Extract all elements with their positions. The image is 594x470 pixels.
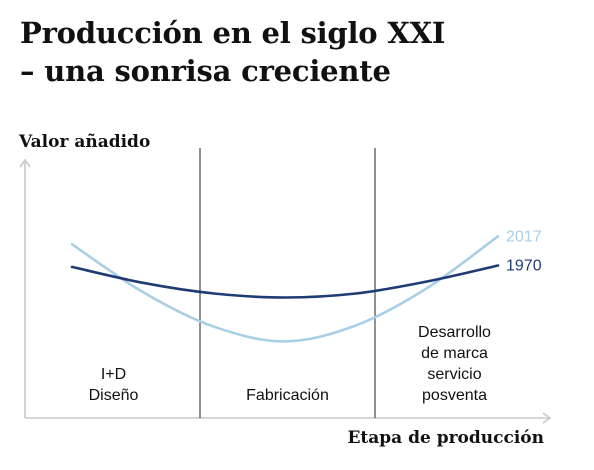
stage-label-3: posventa bbox=[422, 387, 487, 404]
y-axis-label: Valor añadido bbox=[18, 132, 150, 152]
series-label-2017: 2017 bbox=[506, 228, 542, 245]
stage-label-3: de marca bbox=[421, 345, 488, 362]
x-axis-arrow bbox=[542, 412, 552, 424]
series-line-2017 bbox=[70, 235, 500, 343]
chart-title: Producción en el siglo XXI – una sonrisa… bbox=[20, 14, 445, 90]
stage-label-3: Desarrollo bbox=[418, 324, 491, 341]
series-line-1970 bbox=[70, 264, 500, 299]
series-label-1970: 1970 bbox=[506, 258, 542, 275]
stage-label-2: Fabricación bbox=[246, 387, 329, 404]
x-axis-label: Etapa de producción bbox=[347, 428, 544, 448]
title-line-2: – una sonrisa creciente bbox=[20, 54, 391, 88]
y-axis-arrow bbox=[19, 158, 31, 168]
stage-label-3: servicio bbox=[427, 366, 481, 383]
title-line-1: Producción en el siglo XXI bbox=[20, 16, 446, 50]
stage-label-1: I+D bbox=[101, 366, 126, 383]
stage-label-1: Diseño bbox=[89, 387, 139, 404]
